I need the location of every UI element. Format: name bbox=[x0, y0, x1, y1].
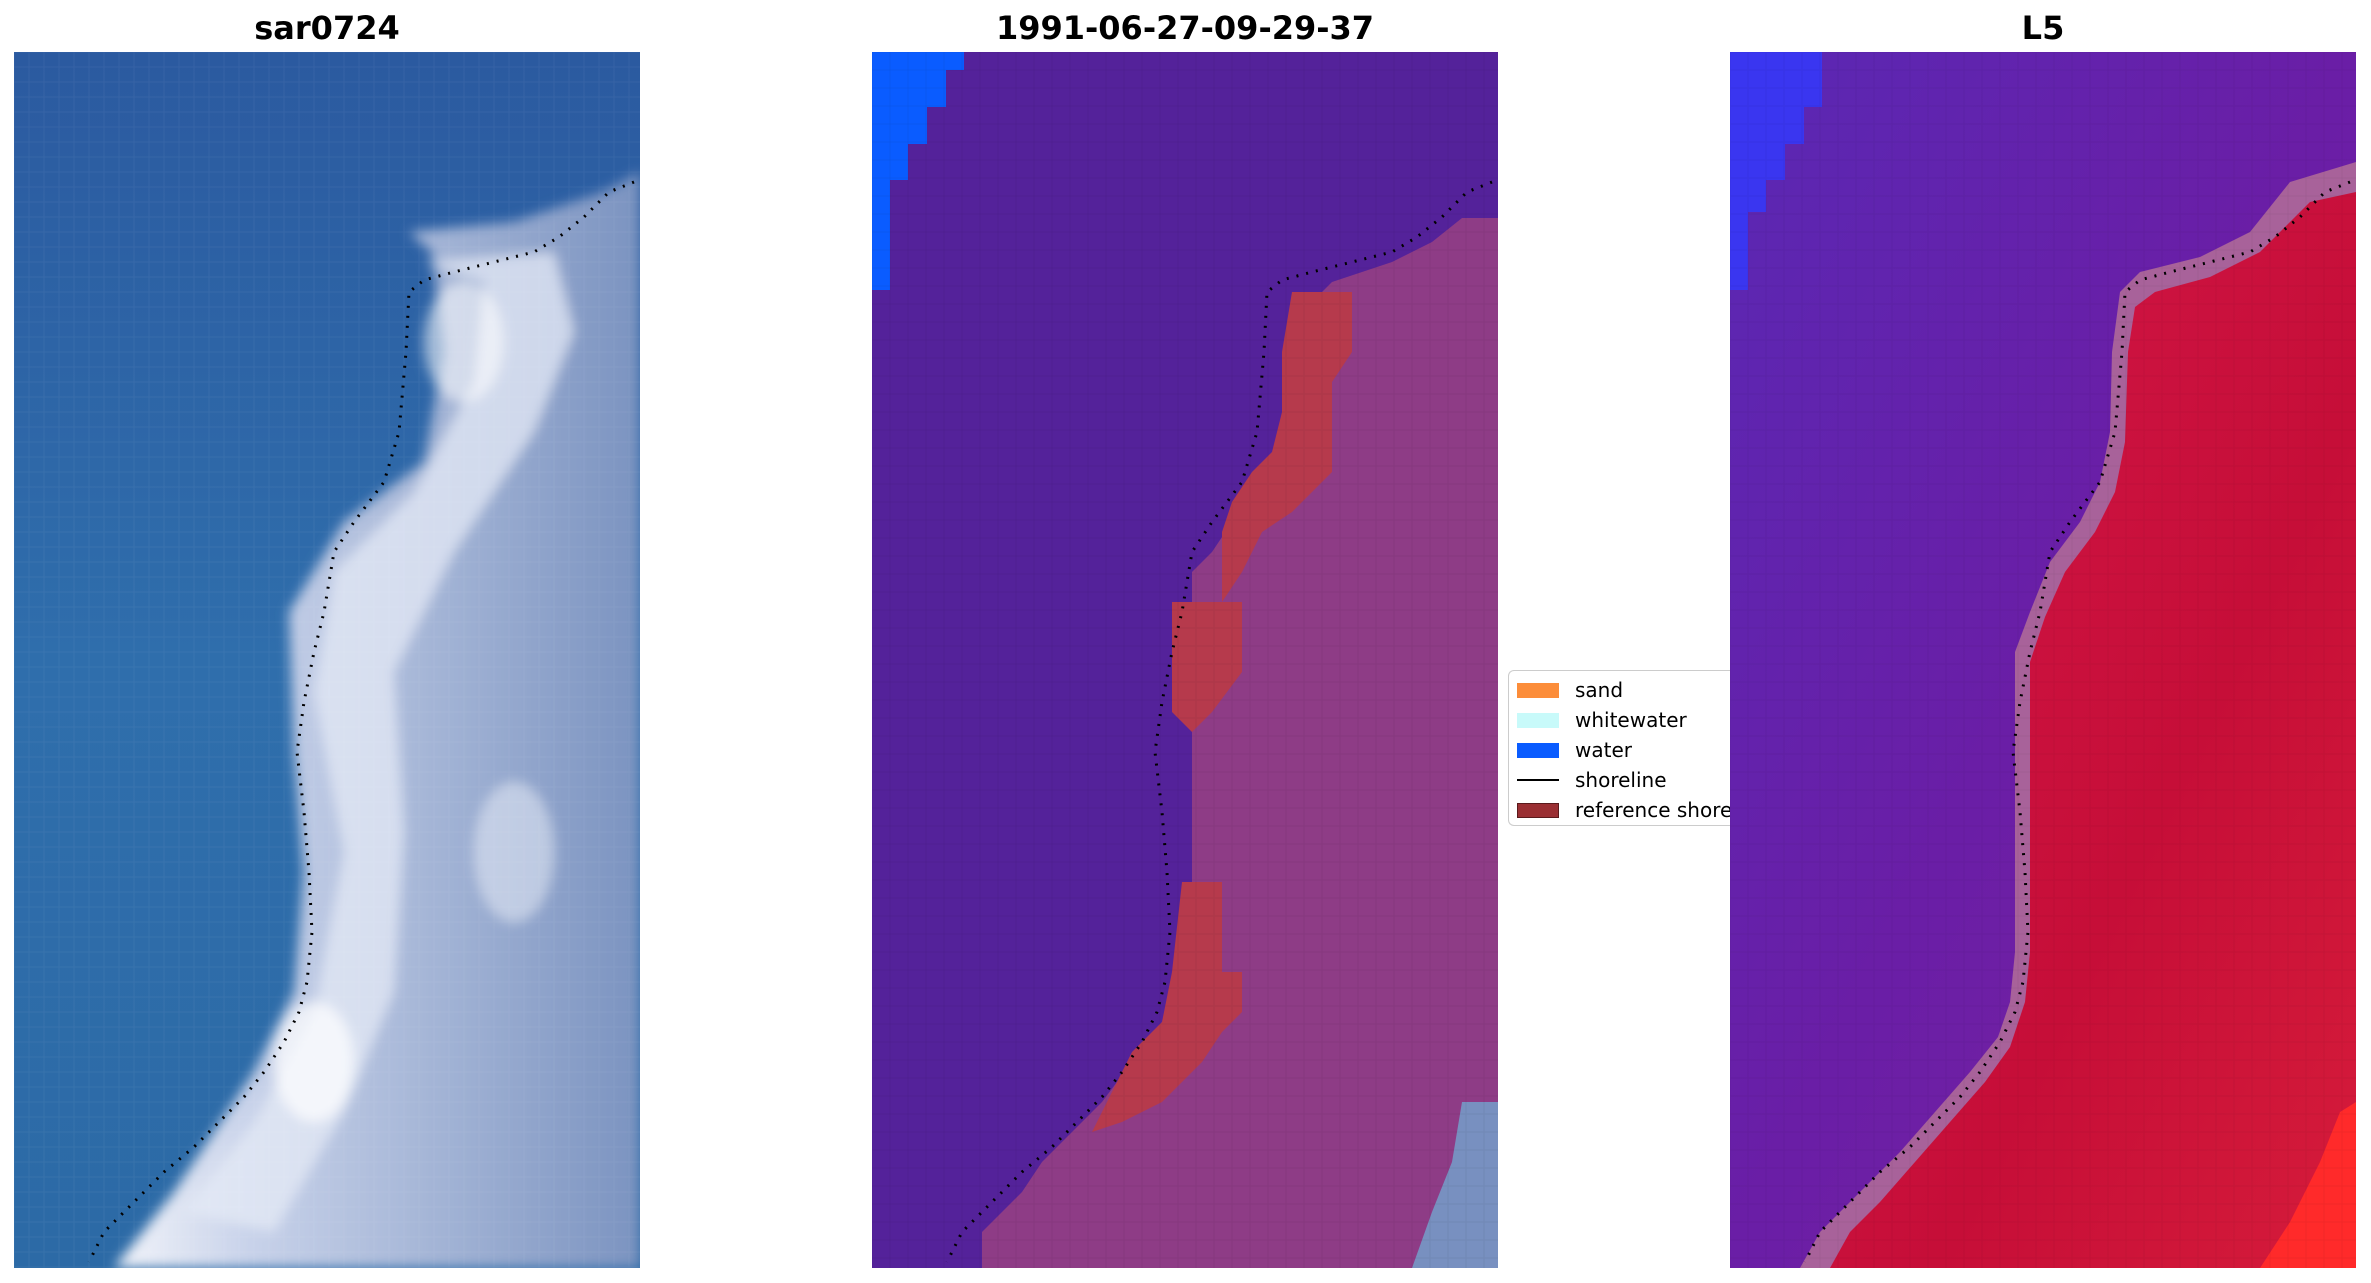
shoreline-line-swatch bbox=[1517, 779, 1559, 781]
legend-item-shoreline: shoreline bbox=[1517, 768, 1667, 792]
index-map bbox=[1730, 52, 2356, 1268]
legend-item-water: water bbox=[1517, 738, 1632, 762]
whitewater-swatch bbox=[1517, 712, 1559, 728]
legend-label-whitewater: whitewater bbox=[1575, 708, 1687, 732]
panel-title-index: L5 bbox=[2021, 9, 2065, 47]
detected-shoreline bbox=[87, 180, 635, 1263]
rgb-image-canvas bbox=[14, 52, 640, 1268]
legend-item-reference-shoreline: reference shoreline bbox=[1517, 798, 1730, 822]
map-legend: sand whitewater water shoreline referenc… bbox=[1508, 670, 1730, 826]
panel-title-rgb: sar0724 bbox=[254, 9, 400, 47]
legend-label-reference-shoreline: reference shoreline bbox=[1575, 798, 1730, 822]
legend-item-whitewater: whitewater bbox=[1517, 708, 1687, 732]
legend-label-shoreline: shoreline bbox=[1575, 768, 1667, 792]
water-swatch bbox=[1517, 742, 1559, 758]
classification-map bbox=[872, 52, 1498, 1268]
rgb-satellite-image bbox=[14, 52, 640, 1268]
legend-item-sand: sand bbox=[1517, 678, 1624, 702]
classification-canvas bbox=[872, 52, 1498, 1268]
legend-label-water: water bbox=[1575, 738, 1632, 762]
index-canvas bbox=[1730, 52, 2356, 1268]
index-shoreline bbox=[1803, 180, 2351, 1263]
legend-label-sand: sand bbox=[1575, 678, 1624, 702]
sand-swatch bbox=[1517, 682, 1559, 698]
panel-title-classification: 1991-06-27-09-29-37 bbox=[995, 9, 1375, 47]
reference-shoreline-swatch bbox=[1517, 802, 1559, 818]
classified-shoreline bbox=[945, 180, 1493, 1263]
